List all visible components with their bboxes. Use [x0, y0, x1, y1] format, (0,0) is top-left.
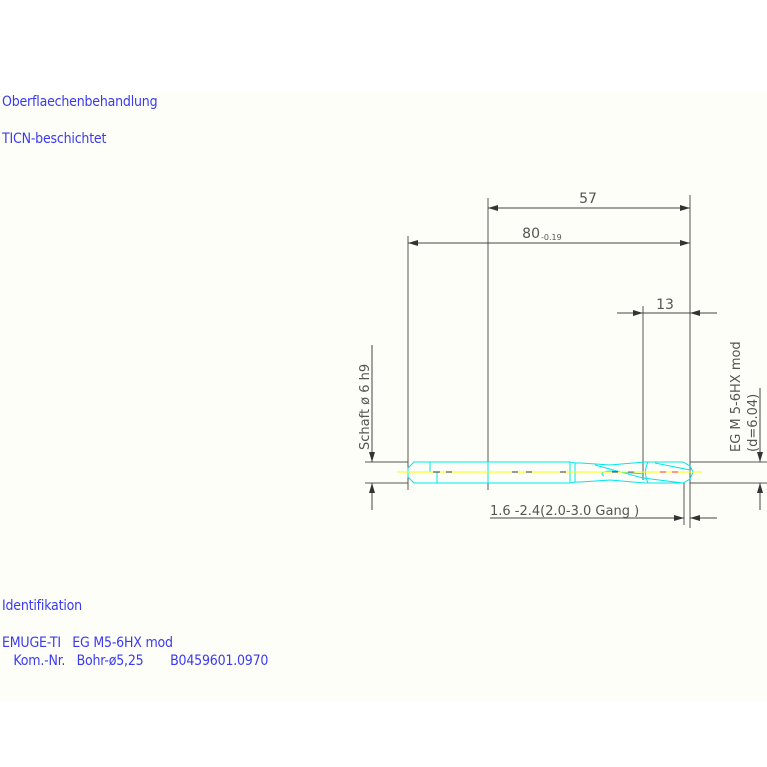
ident-line-1: EMUGE-TI EG M5-6HX mod	[2, 635, 173, 651]
dim-13-label: 13	[656, 297, 674, 313]
dim-80-label: 80	[522, 226, 540, 242]
ident-line-2: Kom.-Nr. Bohr-ø5,25 B0459601.0970	[2, 653, 269, 669]
dim-80-tolerance: -0.19	[541, 233, 562, 242]
surface-heading: Oberflaechenbehandlung	[2, 94, 158, 110]
drawing-sheet	[0, 92, 767, 702]
thread-d-label: (d=6.04)	[746, 394, 761, 452]
dim-57-label: 57	[579, 191, 597, 207]
ident-heading: Identifikation	[2, 598, 82, 614]
thread-label: EG M 5-6HX mod	[729, 341, 744, 452]
surface-value: TICN-beschichtet	[2, 131, 107, 147]
extension-lines	[365, 195, 767, 528]
dimension-lines	[369, 205, 763, 521]
chamfer-label: 1.6 -2.4(2.0-3.0 Gang )	[490, 504, 639, 519]
shank-label: Schaft ø 6 h9	[358, 364, 373, 450]
tool-outline	[407, 461, 694, 484]
